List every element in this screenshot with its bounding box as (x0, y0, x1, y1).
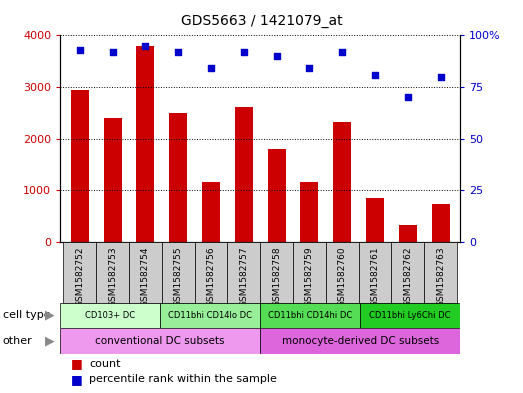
Bar (399, 225, 417, 242)
Bar (63, 242, 96, 303)
Bar (300, 182, 319, 242)
Text: GSM1582762: GSM1582762 (403, 246, 412, 307)
Text: CD11bhi CD14lo DC: CD11bhi CD14lo DC (168, 311, 252, 320)
Text: GSM1582757: GSM1582757 (240, 246, 248, 307)
Bar (169, 113, 187, 242)
Text: ▶: ▶ (46, 309, 55, 322)
Point (76, 47, 84, 53)
Bar (202, 182, 220, 242)
Text: monocyte-derived DC subsets: monocyte-derived DC subsets (281, 336, 439, 346)
Bar (424, 242, 457, 303)
Text: GSM1582754: GSM1582754 (141, 246, 150, 307)
Text: GSM1582753: GSM1582753 (108, 246, 117, 307)
Point (272, 53, 281, 59)
Bar (260, 303, 360, 328)
Text: GSM1582760: GSM1582760 (338, 246, 347, 307)
Text: CD11bhi CD14hi DC: CD11bhi CD14hi DC (268, 311, 353, 320)
Text: percentile rank within the sample: percentile rank within the sample (89, 374, 277, 384)
Point (240, 49, 248, 55)
Bar (96, 242, 129, 303)
Text: GDS5663 / 1421079_at: GDS5663 / 1421079_at (180, 14, 343, 28)
Bar (104, 118, 122, 242)
Bar (268, 149, 286, 242)
Bar (359, 242, 391, 303)
Text: GSM1582759: GSM1582759 (305, 246, 314, 307)
Point (371, 72, 379, 78)
Point (108, 49, 117, 55)
Text: ■: ■ (71, 373, 82, 386)
Bar (366, 198, 384, 242)
Text: GSM1582752: GSM1582752 (75, 246, 84, 307)
Text: cell type: cell type (3, 310, 50, 320)
Bar (160, 303, 260, 328)
Bar (162, 242, 195, 303)
Bar (129, 242, 162, 303)
Bar (391, 242, 424, 303)
Text: ▶: ▶ (46, 334, 55, 347)
Point (436, 73, 445, 80)
Bar (360, 303, 460, 328)
Bar (60, 328, 260, 354)
Bar (137, 46, 154, 242)
Text: conventional DC subsets: conventional DC subsets (95, 336, 225, 346)
Bar (333, 121, 351, 242)
Bar (228, 242, 260, 303)
Point (305, 65, 314, 72)
Point (141, 42, 150, 49)
Bar (260, 242, 293, 303)
Point (338, 49, 346, 55)
Bar (60, 303, 160, 328)
Text: GSM1582756: GSM1582756 (207, 246, 215, 307)
Text: count: count (89, 358, 120, 369)
Bar (235, 107, 253, 242)
Text: CD103+ DC: CD103+ DC (85, 311, 135, 320)
Bar (293, 242, 326, 303)
Bar (260, 328, 460, 354)
Text: GSM1582761: GSM1582761 (370, 246, 380, 307)
Text: GSM1582758: GSM1582758 (272, 246, 281, 307)
Bar (195, 242, 228, 303)
Text: ■: ■ (71, 357, 82, 370)
Point (174, 49, 183, 55)
Bar (326, 242, 359, 303)
Point (404, 94, 412, 100)
Text: GSM1582755: GSM1582755 (174, 246, 183, 307)
Text: other: other (3, 336, 32, 346)
Bar (431, 204, 450, 242)
Text: GSM1582763: GSM1582763 (436, 246, 445, 307)
Text: CD11bhi Ly6Chi DC: CD11bhi Ly6Chi DC (369, 311, 451, 320)
Point (207, 65, 215, 72)
Bar (71, 90, 89, 242)
